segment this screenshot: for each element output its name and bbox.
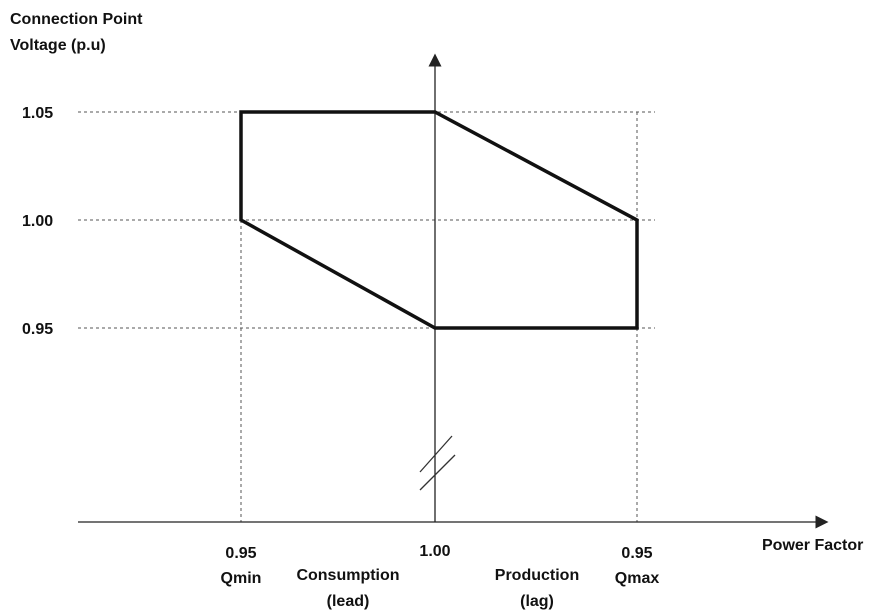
consumption-label: Consumption: [296, 567, 399, 584]
production-label: Production: [495, 567, 579, 584]
operating-region-boundary: [239, 110, 639, 330]
x-tick-0-95-left: 0.95: [225, 545, 256, 562]
consumption-lead-label: (lead): [327, 593, 370, 610]
y-axis-title-line-1: Connection Point: [10, 11, 143, 28]
production-lag-label: (lag): [520, 593, 554, 610]
x-tick-qmin-label: Qmin: [221, 570, 262, 587]
x-tick-0-95-right: 0.95: [621, 545, 652, 562]
axis-break-mark-lower: [419, 454, 456, 491]
x-tick-1-00: 1.00: [419, 543, 450, 560]
y-tick-0-95: 0.95: [22, 321, 53, 338]
x-axis-title: Power Factor: [762, 537, 863, 554]
axis-break-mark-upper: [419, 435, 453, 473]
y-axis-title-line-2: Voltage (p.u): [10, 37, 106, 54]
y-tick-1-00: 1.00: [22, 213, 53, 230]
y-tick-1-05: 1.05: [22, 105, 53, 122]
x-tick-qmax-label: Qmax: [615, 570, 660, 587]
